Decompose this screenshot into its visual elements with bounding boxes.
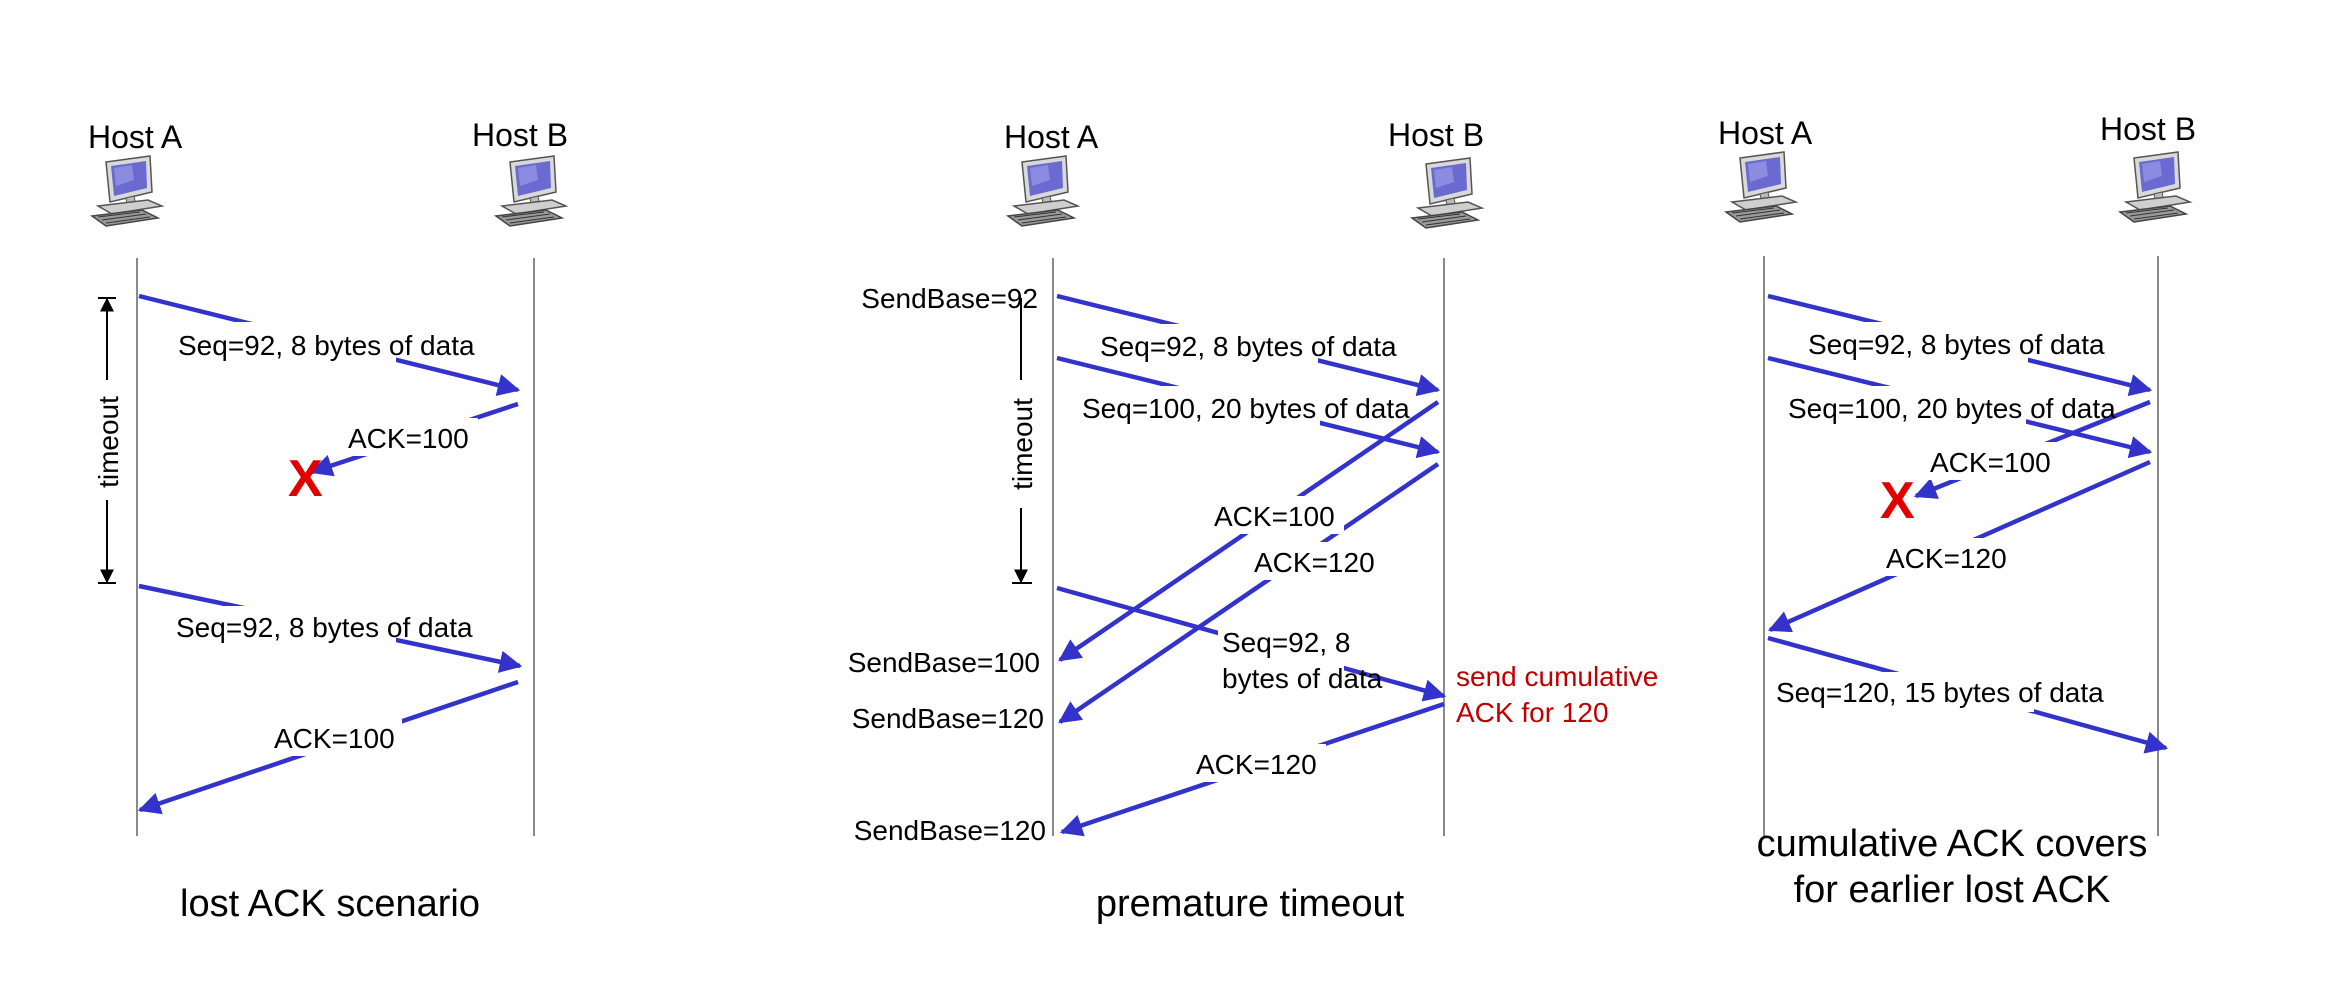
lost-ack-marker: X: [288, 450, 323, 508]
caption-premature-timeout: premature timeout: [1096, 883, 1405, 925]
sendbase-100: SendBase=100: [848, 647, 1040, 678]
caption-cumulative-ack-line2: for earlier lost ACK: [1794, 869, 2111, 911]
sendbase-92: SendBase=92: [861, 283, 1038, 314]
sendbase-120-final: SendBase=120: [854, 815, 1046, 846]
ack100-label: ACK=100: [1214, 501, 1335, 532]
seq92-retransmit-label-line1: Seq=92, 8: [1222, 627, 1350, 658]
lost-ack-marker: X: [1880, 472, 1915, 530]
seq92-retransmit-label-line2: bytes of data: [1222, 663, 1383, 694]
ack100-label: ACK=100: [1930, 447, 2051, 478]
host-b-label: Host B: [1388, 117, 1484, 153]
caption-cumulative-ack-line1: cumulative ACK covers: [1757, 823, 2148, 865]
seq92-retransmit-label: Seq=92, 8 bytes of data: [176, 612, 473, 643]
cumulative-ack-note-line1: send cumulative: [1456, 661, 1658, 692]
sendbase-120: SendBase=120: [852, 703, 1044, 734]
host-b-computer-icon: [1411, 157, 1483, 229]
ack120-cumulative-label: ACK=120: [1196, 749, 1317, 780]
seq92-label: Seq=92, 8 bytes of data: [1100, 331, 1397, 362]
host-a-label: Host A: [1718, 115, 1813, 151]
ack120-arrow: [1058, 462, 1440, 724]
host-b-computer-icon: [495, 155, 567, 227]
scenario-cumulative-ack: Host A Host B Seq=92, 8 bytes of data Se…: [1718, 111, 2196, 911]
seq120-label: Seq=120, 15 bytes of data: [1776, 677, 2104, 708]
ack100-second-label: ACK=100: [274, 723, 395, 754]
seq92-label: Seq=92, 8 bytes of data: [178, 330, 475, 361]
host-a-label: Host A: [88, 119, 183, 155]
caption-lost-ack: lost ACK scenario: [180, 883, 480, 925]
host-a-computer-icon: [1007, 155, 1079, 227]
host-b-label: Host B: [472, 117, 568, 153]
host-b-computer-icon: [2119, 151, 2191, 223]
host-a-computer-icon: [91, 155, 163, 227]
ack100-label: ACK=100: [348, 423, 469, 454]
seq100-label: Seq=100, 20 bytes of data: [1788, 393, 2116, 424]
host-a-label: Host A: [1004, 119, 1099, 155]
host-a-computer-icon: [1725, 151, 1797, 223]
cumulative-ack-note-line2: ACK for 120: [1456, 697, 1609, 728]
timeout-label: timeout: [1007, 398, 1038, 490]
seq100-label: Seq=100, 20 bytes of data: [1082, 393, 1410, 424]
ack120-label: ACK=120: [1254, 547, 1375, 578]
scenario-premature-timeout: Host A Host B timeout SendBase=92 SendBa…: [848, 117, 1659, 925]
ack120-label: ACK=120: [1886, 543, 2007, 574]
seq92-label: Seq=92, 8 bytes of data: [1808, 329, 2105, 360]
scenario-lost-ack: Host A Host B timeout Seq=92, 8 bytes of…: [88, 117, 568, 925]
timeout-label: timeout: [93, 396, 124, 488]
host-b-label: Host B: [2100, 111, 2196, 147]
